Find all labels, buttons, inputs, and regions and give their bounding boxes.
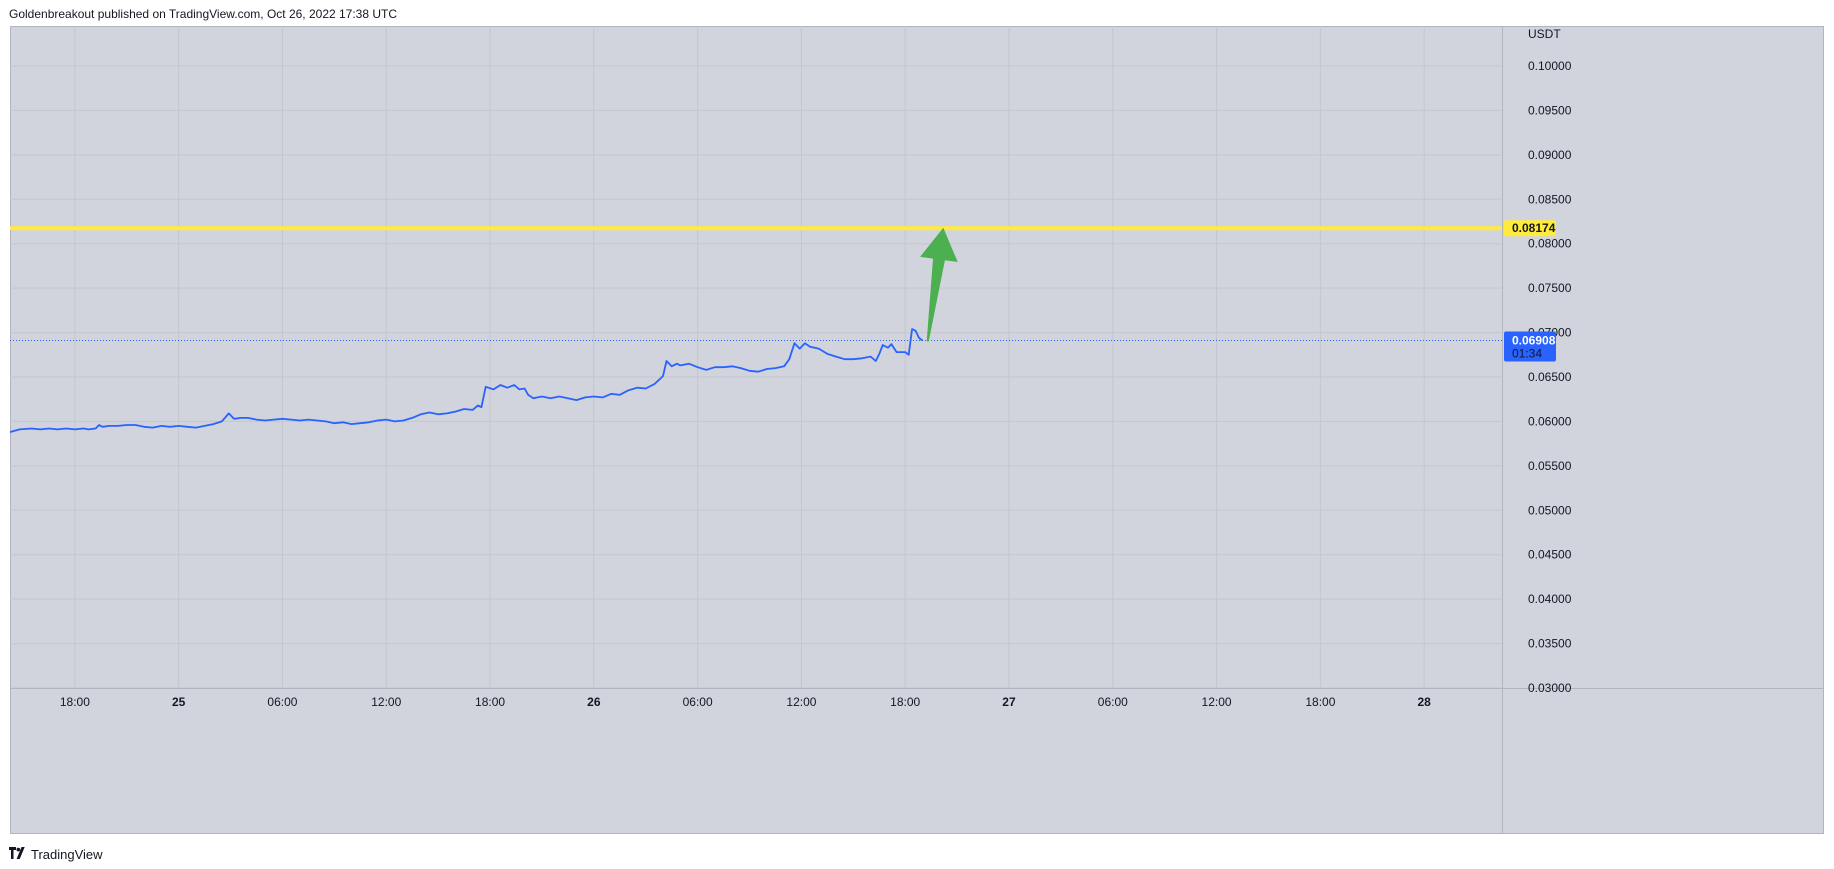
y-axis: USDT 0.10000 0.09500 0.09000 0.08500 0.08000 0…: [1528, 26, 1572, 695]
last-price-label: 0.06908: [1512, 334, 1556, 348]
y-tick-label: 0.10000: [1528, 59, 1572, 73]
y-tick-label: 0.04000: [1528, 592, 1572, 606]
y-tick-label: 0.03500: [1528, 637, 1572, 651]
y-tick-label: 0.09000: [1528, 148, 1572, 162]
footer: TradingView: [9, 845, 103, 863]
x-tick-label: 25: [172, 695, 186, 709]
y-tick-label: 0.03000: [1528, 681, 1572, 695]
last-price-tag: [1504, 331, 1556, 362]
x-tick-label: 18:00: [890, 695, 920, 709]
x-tick-label: 12:00: [786, 695, 816, 709]
arrow-group: [920, 227, 958, 342]
y-tick-label: 0.08000: [1528, 237, 1572, 251]
y-tick-label: 0.05000: [1528, 503, 1572, 517]
x-tick-label: 12:00: [371, 695, 401, 709]
up-arrow-annotation[interactable]: [920, 227, 958, 342]
y-tick-label: 0.06500: [1528, 370, 1572, 384]
x-tick-label: 18:00: [60, 695, 90, 709]
price-chart[interactable]: USDT0.100000.095000.090000.085000.080000…: [10, 26, 1824, 834]
y-tick-label: 0.04500: [1528, 548, 1572, 562]
y-tick-label: 0.08500: [1528, 192, 1572, 206]
x-tick-label: 12:00: [1202, 695, 1232, 709]
resistance-price-label: 0.08174: [1512, 221, 1556, 235]
y-tick-label: 0.05500: [1528, 459, 1572, 473]
x-axis: 18:00 25 06:00 12:00 18:00 26 06:00 12:00 18:00 2…: [60, 695, 1431, 709]
x-tick-label: 26: [587, 695, 601, 709]
publisher-header: Goldenbreakout published on TradingView.…: [9, 7, 398, 21]
y-tick-label-partial: 0.10500: [1528, 26, 1572, 29]
price-series-group: [10, 328, 924, 433]
grid-lines: [10, 26, 1824, 834]
countdown-label: 01:34: [1512, 347, 1542, 361]
y-tick-label: 0.09500: [1528, 103, 1572, 117]
tradingview-brand: TradingView: [31, 846, 103, 862]
x-tick-label: 18:00: [1305, 695, 1335, 709]
x-tick-label: 28: [1417, 695, 1431, 709]
y-tick-label: 0.06000: [1528, 414, 1572, 428]
price-line-series[interactable]: [10, 328, 924, 433]
x-tick-label: 18:00: [475, 695, 505, 709]
x-tick-label: 06:00: [267, 695, 297, 709]
chart-panel[interactable]: [10, 26, 1824, 834]
tradingview-logo-icon: [9, 846, 27, 862]
x-tick-label: 27: [1002, 695, 1016, 709]
x-tick-label: 06:00: [683, 695, 713, 709]
resistance-price-tag: [1504, 220, 1556, 237]
y-tick-label: 0.07500: [1528, 281, 1572, 295]
currency-label: USDT: [1528, 27, 1561, 41]
x-tick-label: 06:00: [1098, 695, 1128, 709]
